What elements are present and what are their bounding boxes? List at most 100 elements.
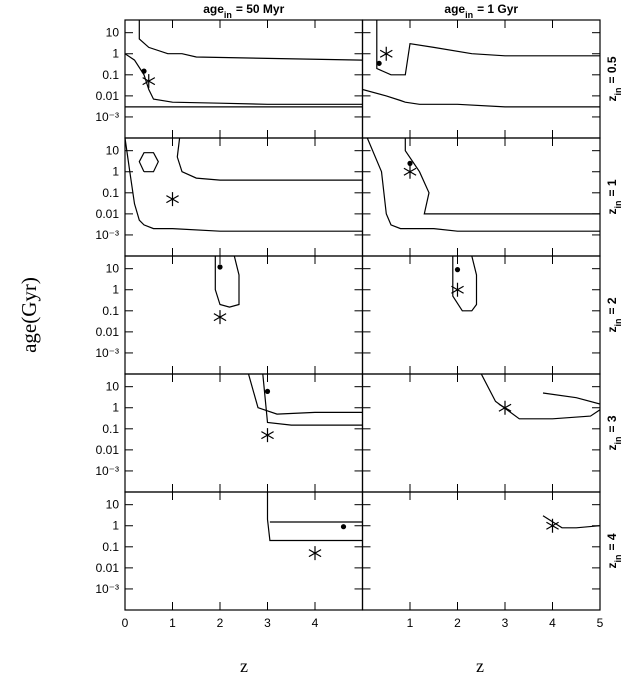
input-star	[403, 164, 417, 179]
y-tick-label: 0.01	[96, 443, 120, 457]
y-tick-label: 10⁻³	[95, 582, 119, 596]
y-axis-label: age(Gyr)	[17, 277, 41, 353]
x-tick-label: 0	[122, 616, 129, 630]
x-tick-label: 1	[407, 616, 414, 630]
row-label: zin = 1	[605, 179, 623, 214]
x-tick-label: 3	[502, 616, 509, 630]
input-star	[546, 518, 559, 533]
y-tick-label: 10	[106, 262, 120, 276]
row-label: zin = 4	[605, 533, 623, 568]
y-tick-label: 10	[106, 26, 120, 40]
panel-content	[480, 374, 600, 420]
x-tick-label: 2	[217, 616, 224, 630]
contour	[362, 88, 600, 108]
y-tick-label: 0.01	[96, 207, 120, 221]
contour	[138, 152, 159, 173]
input-star	[213, 310, 227, 325]
label-rest: = 1 Gyr	[477, 2, 518, 16]
contour	[125, 138, 363, 232]
best-fit-dot	[141, 68, 147, 74]
label-main: z	[605, 563, 619, 569]
x-tick-label: 4	[312, 616, 319, 630]
input-star	[142, 74, 156, 89]
label-main: age	[444, 2, 465, 16]
label-rest: = 3	[605, 415, 619, 432]
row-label: zin = 3	[605, 415, 623, 450]
row-label: zin = 0.5	[605, 56, 623, 101]
label-main: z	[605, 327, 619, 333]
contour	[262, 374, 363, 426]
panel-content	[125, 20, 363, 108]
label-sub: in	[613, 555, 623, 563]
y-tick-label: 0.1	[102, 68, 119, 82]
row-label: zin = 2	[605, 297, 623, 332]
panel-content	[266, 492, 363, 561]
y-tick-label: 1	[112, 401, 119, 415]
panel-content	[542, 515, 600, 533]
panel-content	[362, 20, 600, 108]
panel-frame	[361, 373, 601, 493]
y-tick-label: 10⁻³	[95, 464, 119, 478]
label-main: age	[203, 2, 224, 16]
panel-frame	[124, 137, 364, 257]
contour	[125, 53, 363, 105]
panel-frame	[124, 255, 364, 375]
contour	[214, 256, 240, 308]
x-tick-label: 3	[264, 616, 271, 630]
label-rest: = 4	[605, 533, 619, 550]
contour	[176, 138, 363, 181]
x-axis-label: z	[476, 656, 484, 676]
column-title: agein = 1 Gyr	[444, 2, 518, 20]
x-tick-label: 2	[454, 616, 461, 630]
contour	[266, 492, 363, 542]
y-tick-label: 0.1	[102, 304, 119, 318]
input-star	[451, 282, 464, 297]
panel-frame	[361, 491, 601, 611]
y-tick-label: 1	[112, 47, 119, 61]
label-rest: = 2	[605, 297, 619, 314]
x-tick-label: 1	[169, 616, 176, 630]
label-rest: = 50 Myr	[236, 2, 285, 16]
best-fit-dot	[340, 524, 347, 530]
y-tick-label: 0.1	[102, 422, 119, 436]
contour	[542, 392, 600, 405]
y-tick-label: 0.01	[96, 89, 120, 103]
label-sub: in	[613, 319, 623, 327]
y-tick-label: 1	[112, 283, 119, 297]
panel-content	[247, 374, 363, 443]
contour	[366, 138, 600, 232]
panel-frame	[124, 491, 364, 611]
panel-content	[213, 256, 240, 325]
label-main: z	[605, 96, 619, 102]
y-tick-label: 1	[112, 165, 119, 179]
contour	[376, 20, 600, 76]
label-sub: in	[613, 437, 623, 445]
contour	[404, 138, 600, 215]
y-tick-label: 1	[112, 519, 119, 533]
contour	[138, 20, 363, 61]
y-tick-label: 0.1	[102, 186, 119, 200]
panel-frame	[361, 255, 601, 375]
column-title: agein = 50 Myr	[203, 2, 284, 20]
y-tick-label: 0.01	[96, 561, 120, 575]
input-star	[498, 400, 512, 415]
best-fit-dot	[407, 160, 413, 166]
y-tick-label: 10⁻³	[95, 110, 119, 124]
y-tick-label: 0.01	[96, 325, 120, 339]
contour	[247, 374, 363, 415]
input-star	[379, 46, 393, 61]
panel-frame	[124, 373, 364, 493]
label-sub: in	[613, 201, 623, 209]
label-main: z	[605, 445, 619, 451]
panel-frame	[124, 19, 364, 139]
x-tick-label: 4	[549, 616, 556, 630]
panel-content	[125, 138, 363, 232]
label-rest: = 1	[605, 179, 619, 196]
best-fit-dot	[376, 60, 382, 66]
input-star	[308, 546, 322, 561]
label-rest: = 0.5	[605, 56, 619, 83]
label-main: z	[605, 209, 619, 215]
panel-content	[366, 138, 600, 232]
y-tick-label: 10⁻³	[95, 346, 119, 360]
